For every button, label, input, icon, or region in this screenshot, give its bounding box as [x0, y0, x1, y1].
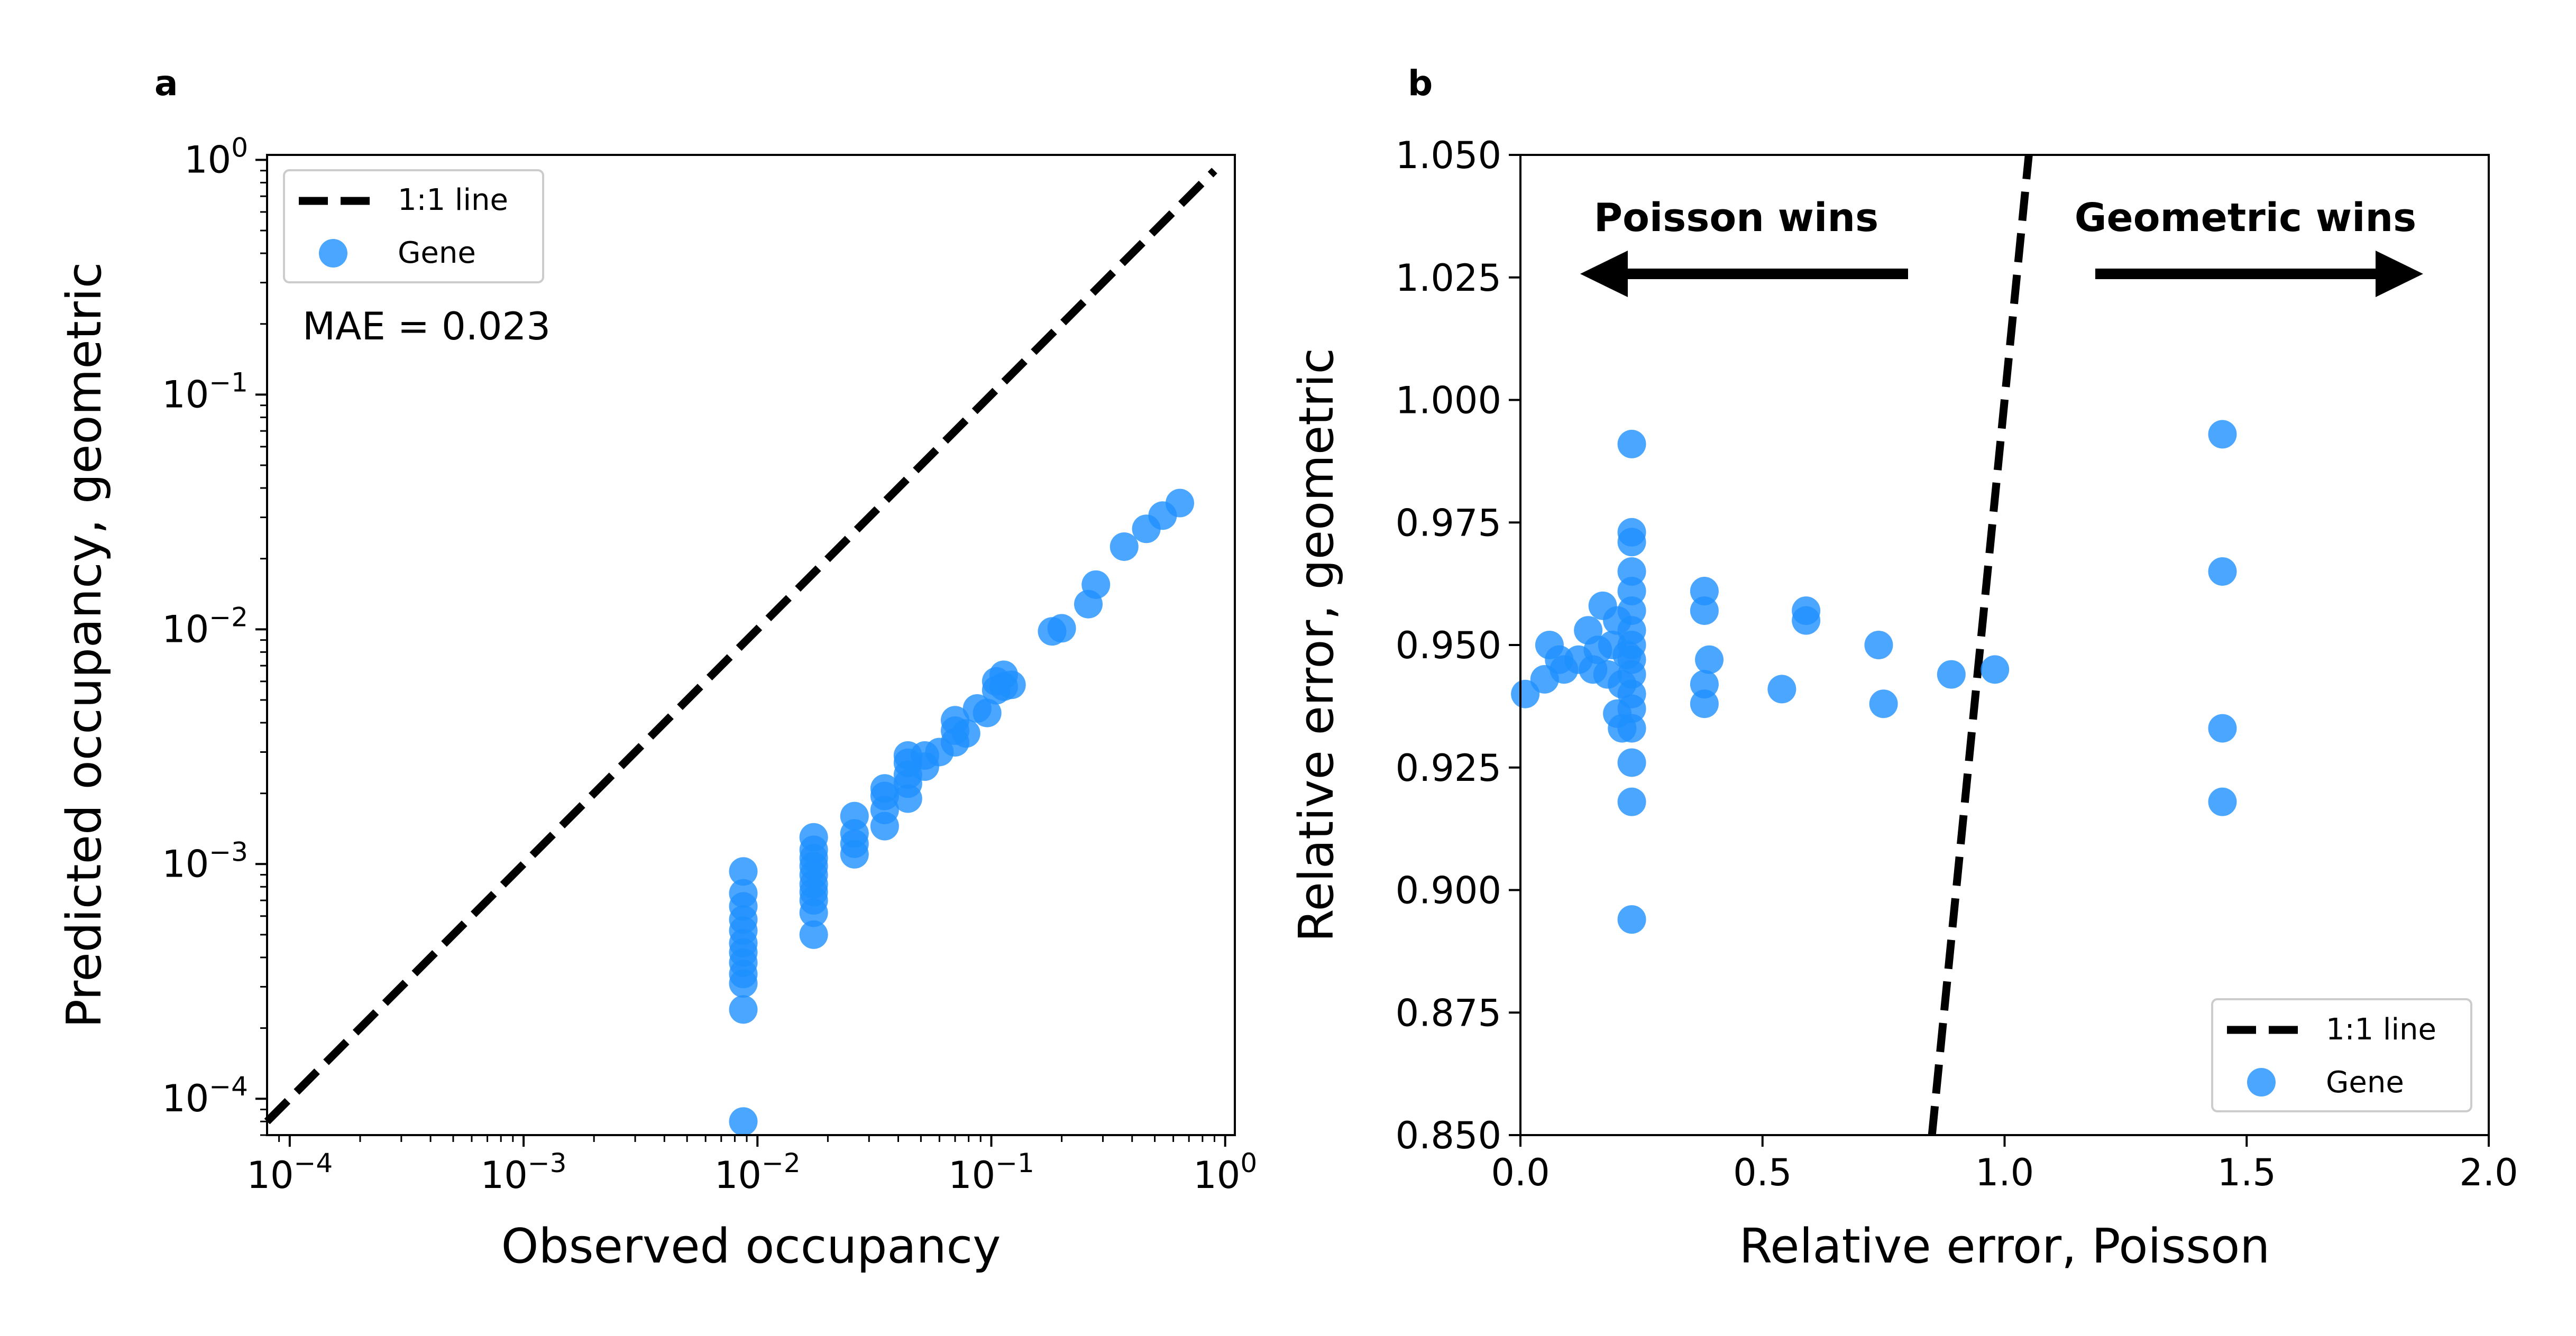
- y-axis-label: Predicted occupancy, geometric: [57, 262, 112, 1028]
- gene-point: [951, 719, 980, 748]
- reference-line-group: [1928, 155, 2033, 1135]
- gene-point: [729, 857, 758, 886]
- y-tick-label: 0.925: [1396, 747, 1501, 790]
- gene-point: [2208, 714, 2237, 743]
- gene-point: [1047, 614, 1076, 643]
- legend-label: Gene: [2326, 1065, 2404, 1100]
- gene-point: [1690, 689, 1719, 718]
- y-tick-label: 0.900: [1396, 869, 1501, 913]
- gene-point: [2208, 420, 2237, 449]
- one-to-one-line: [264, 168, 1217, 1125]
- gene-point: [1081, 570, 1111, 599]
- y-tick-label: 10−4: [162, 1071, 248, 1120]
- x-axis-label: Relative error, Poisson: [1739, 1219, 2270, 1274]
- y-tick-label: 0.850: [1396, 1114, 1501, 1157]
- legend-marker-swatch: [319, 239, 347, 268]
- x-tick-label: 0.0: [1491, 1151, 1550, 1194]
- gene-point: [1617, 714, 1646, 743]
- gene-point: [1767, 675, 1796, 704]
- gene-point: [1165, 489, 1194, 518]
- gene-point: [870, 774, 899, 803]
- poisson-wins-label: Poisson wins: [1594, 195, 1878, 241]
- y-tick-label: 10−1: [162, 367, 248, 416]
- x-tick-label: 1.0: [1975, 1151, 2034, 1194]
- gene-point: [1690, 670, 1719, 699]
- panel-a: a 10−4 10−3 10−2 10−1 100 10−4 10−3 10−2 10−1 100 1…: [57, 63, 1257, 1274]
- one-to-one-line: [1928, 155, 2033, 1135]
- axes-frame: [266, 154, 1236, 1136]
- geometric-wins-label: Geometric wins: [2075, 195, 2416, 241]
- gene-point: [799, 920, 828, 949]
- gene-point: [840, 801, 869, 831]
- gene-point: [997, 670, 1026, 699]
- mae-annotation: MAE = 0.023: [302, 304, 551, 348]
- gene-point: [1617, 528, 1646, 557]
- gene-point: [1869, 689, 1898, 718]
- gene-point: [729, 879, 758, 908]
- poisson-arrow-head: [1580, 251, 1628, 297]
- legend-label: Gene: [398, 236, 476, 270]
- gene-point: [1511, 679, 1540, 708]
- y-tick-label: 1.000: [1396, 379, 1501, 422]
- panel-b: b 0.0 0.5 1.0 1.5 2.0 0.850 0.875 0.900 0.925 0.95…: [1289, 63, 2518, 1274]
- gene-point: [2208, 787, 2237, 816]
- y-tick-label: 10−3: [162, 836, 248, 886]
- gene-point: [1695, 645, 1724, 674]
- gene-point: [973, 698, 1002, 727]
- gene-point: [1617, 596, 1646, 625]
- gene-point: [1864, 631, 1893, 659]
- legend-label: 1:1 line: [398, 183, 508, 217]
- gene-point: [1981, 655, 2010, 684]
- gene-point: [1617, 557, 1646, 586]
- x-tick-label: 0.5: [1733, 1151, 1792, 1194]
- gene-point: [1617, 694, 1646, 723]
- gene-point: [1617, 577, 1646, 606]
- gene-point: [1690, 577, 1719, 606]
- panel-label: a: [154, 63, 178, 104]
- gene-point: [729, 1107, 758, 1136]
- legend-marker-swatch: [2247, 1068, 2276, 1097]
- gene-point: [1792, 606, 1821, 635]
- gene-point: [1617, 905, 1646, 934]
- y-tick-label: 10−2: [162, 602, 248, 651]
- y-tick-label: 0.875: [1396, 991, 1501, 1035]
- y-tick-label: 0.950: [1396, 624, 1501, 667]
- gene-point: [1617, 429, 1646, 458]
- x-tick-label: 10−3: [481, 1148, 567, 1197]
- y-tick-label: 0.975: [1396, 501, 1501, 545]
- y-tick-label: 100: [184, 132, 248, 181]
- geometric-arrow-head: [2376, 251, 2423, 297]
- gene-point: [799, 823, 828, 852]
- y-axis-label: Relative error, geometric: [1289, 348, 1344, 942]
- x-tick-label: 100: [1193, 1148, 1257, 1197]
- gene-point: [2208, 557, 2237, 586]
- x-tick-label: 2.0: [2459, 1151, 2518, 1194]
- panel-label: b: [1408, 63, 1433, 104]
- gene-point: [1617, 748, 1646, 777]
- gene-point: [1110, 532, 1139, 561]
- x-tick-label: 10−1: [948, 1148, 1034, 1197]
- axes-frame: [1519, 154, 2490, 1136]
- x-axis-label: Observed occupancy: [501, 1219, 1001, 1274]
- y-tick-label: 1.025: [1396, 256, 1501, 300]
- gene-point: [1617, 660, 1646, 689]
- gene-point: [729, 995, 758, 1024]
- gene-point: [1617, 787, 1646, 816]
- x-tick-label: 10−4: [246, 1148, 333, 1197]
- gene-point: [1690, 596, 1719, 625]
- y-tick-label: 1.050: [1396, 134, 1501, 177]
- gene-point: [1937, 660, 1966, 689]
- legend-label: 1:1 line: [2326, 1012, 2436, 1047]
- x-tick-label: 1.5: [2217, 1151, 2276, 1194]
- x-tick-label: 10−2: [714, 1148, 801, 1197]
